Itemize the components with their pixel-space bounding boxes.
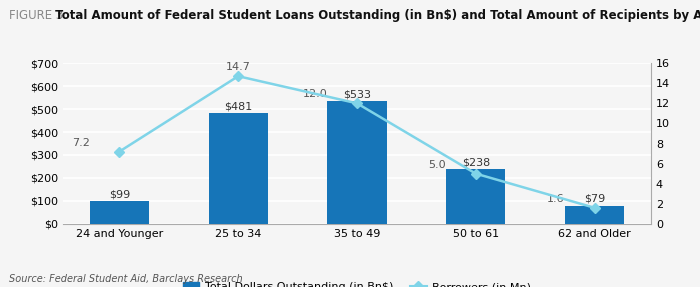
Text: 5.0: 5.0 xyxy=(428,160,446,170)
Text: $99: $99 xyxy=(108,189,130,199)
Bar xyxy=(209,113,268,224)
Text: FIGURE 3.: FIGURE 3. xyxy=(9,9,67,22)
Text: 12.0: 12.0 xyxy=(302,89,328,99)
Bar xyxy=(446,169,505,224)
Bar xyxy=(328,102,386,224)
Text: $481: $481 xyxy=(224,101,252,111)
Text: 1.6: 1.6 xyxy=(547,194,565,204)
Text: Total Amount of Federal Student Loans Outstanding (in Bn$) and Total Amount of R: Total Amount of Federal Student Loans Ou… xyxy=(51,9,700,22)
Text: $79: $79 xyxy=(584,194,606,204)
Legend: Total Dollars Outstanding (in Bn$), Borrowers (in Mn): Total Dollars Outstanding (in Bn$), Borr… xyxy=(178,278,536,287)
Text: $238: $238 xyxy=(462,157,490,167)
Text: 14.7: 14.7 xyxy=(226,62,251,72)
Text: $533: $533 xyxy=(343,90,371,99)
Bar xyxy=(565,206,624,224)
Text: Source: Federal Student Aid, Barclays Research: Source: Federal Student Aid, Barclays Re… xyxy=(9,274,243,284)
Bar xyxy=(90,201,149,224)
Text: 7.2: 7.2 xyxy=(72,138,90,148)
